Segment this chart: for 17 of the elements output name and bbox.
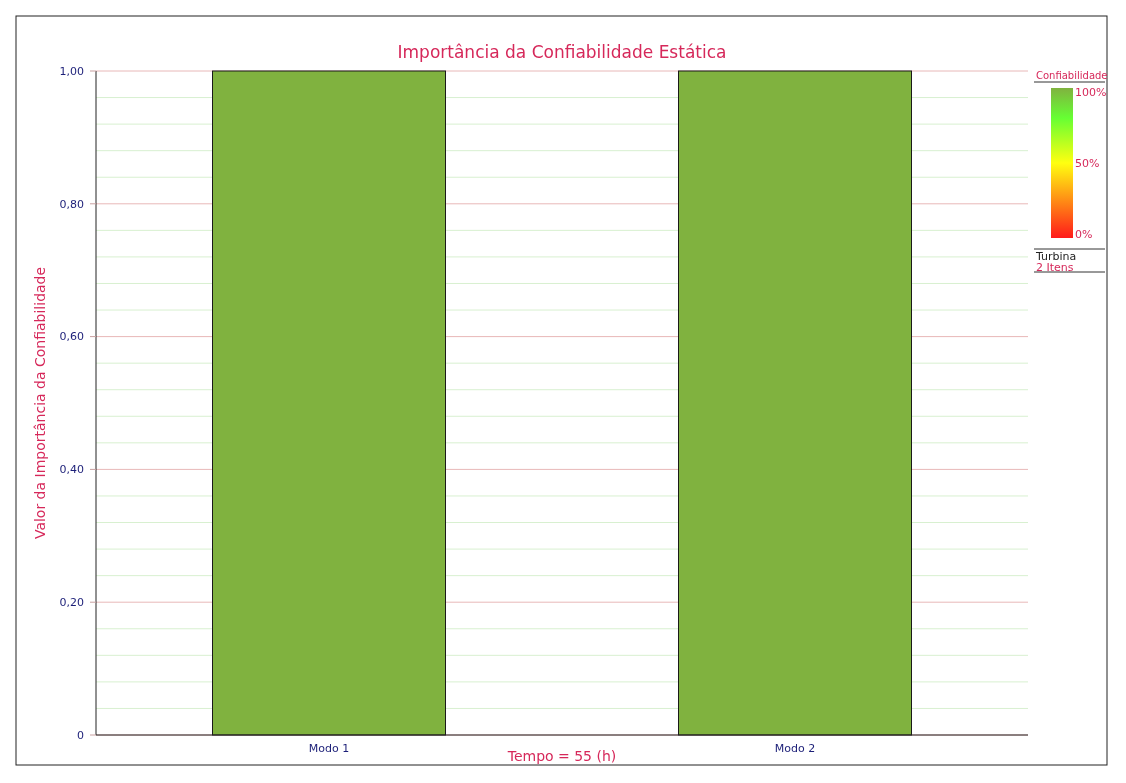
color-bar-label: 0% <box>1075 228 1093 241</box>
color-bar-label: 100% <box>1075 85 1107 99</box>
text: 2 Itens <box>1036 261 1074 274</box>
x-tick-label: Modo 1 <box>308 742 350 755</box>
text: Turbina <box>1035 250 1077 263</box>
chart-title: Importância da Confiabilidade Estática <box>397 42 727 62</box>
y-tick-label: 1,00 <box>59 64 84 78</box>
y-tick-label: 0,80 <box>59 197 84 211</box>
y-axis-title: Valor da Importância da Confiabilidade <box>32 266 48 540</box>
y-tick-label: 0,20 <box>59 596 84 610</box>
color-bar-label: 50% <box>1075 156 1100 170</box>
y-tick-label: 0,60 <box>59 330 84 344</box>
x-axis-title: Tempo = 55 (h) <box>506 748 617 764</box>
color-bar-title: Confiabilidade <box>1036 70 1108 81</box>
y-tick-label: 0 <box>77 728 84 742</box>
x-tick-label: Modo 2 <box>774 742 816 755</box>
y-tick-label: 0,40 <box>59 463 84 477</box>
